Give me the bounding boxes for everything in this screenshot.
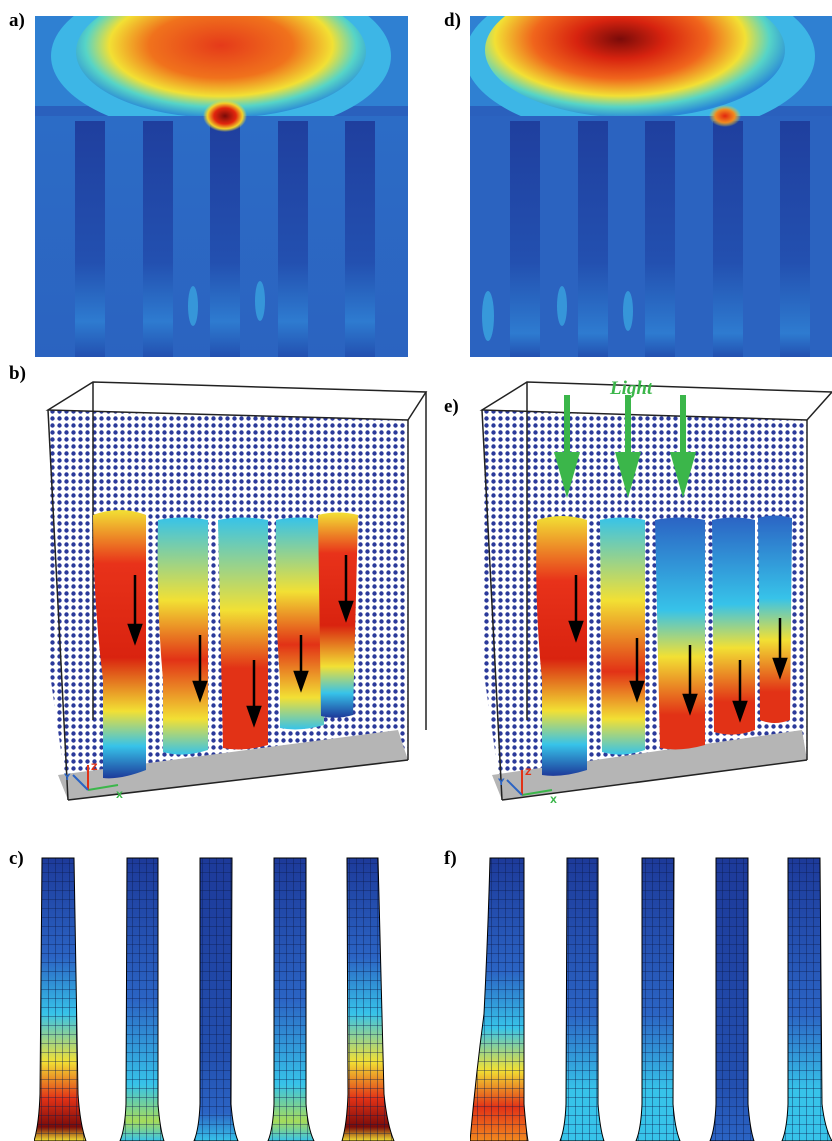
mesh-column-f5	[781, 857, 832, 1141]
panel-label-c: c)	[9, 848, 24, 869]
mesh-column-f4	[709, 857, 755, 1141]
panel-c-mesh-columns	[34, 854, 414, 1141]
panel-e-3d-view: Light X Z Y	[462, 380, 832, 830]
axis-x-label: X	[116, 791, 123, 801]
mesh-column-f1	[470, 857, 529, 1141]
mesh-column-f3	[635, 857, 681, 1141]
panel-a-heatmap	[35, 16, 408, 357]
panel-label-f: f)	[444, 848, 457, 869]
light-label: Light	[609, 380, 653, 399]
axis-z-label-e: Z	[525, 768, 532, 778]
panel-b-3d-view: X Z Y	[28, 380, 428, 830]
panel-f-mesh-columns	[470, 854, 832, 1141]
mesh-column-f2	[559, 857, 605, 1141]
panel-label-b: b)	[9, 363, 26, 384]
axis-x-label-e: X	[550, 796, 557, 806]
mesh-column-2	[119, 857, 165, 1141]
mesh-column-4	[267, 857, 315, 1141]
axis-y-label-e: Y	[497, 778, 505, 788]
panel-d-heatmap	[470, 16, 832, 357]
mesh-column-3	[193, 857, 239, 1141]
mesh-column-5	[341, 857, 395, 1141]
mesh-column-1	[34, 857, 87, 1141]
axis-z-label: Z	[91, 763, 98, 773]
panel-label-e: e)	[444, 396, 459, 417]
panel-label-a: a)	[9, 10, 25, 31]
axis-y-label: Y	[63, 773, 71, 783]
panel-label-d: d)	[444, 10, 461, 31]
